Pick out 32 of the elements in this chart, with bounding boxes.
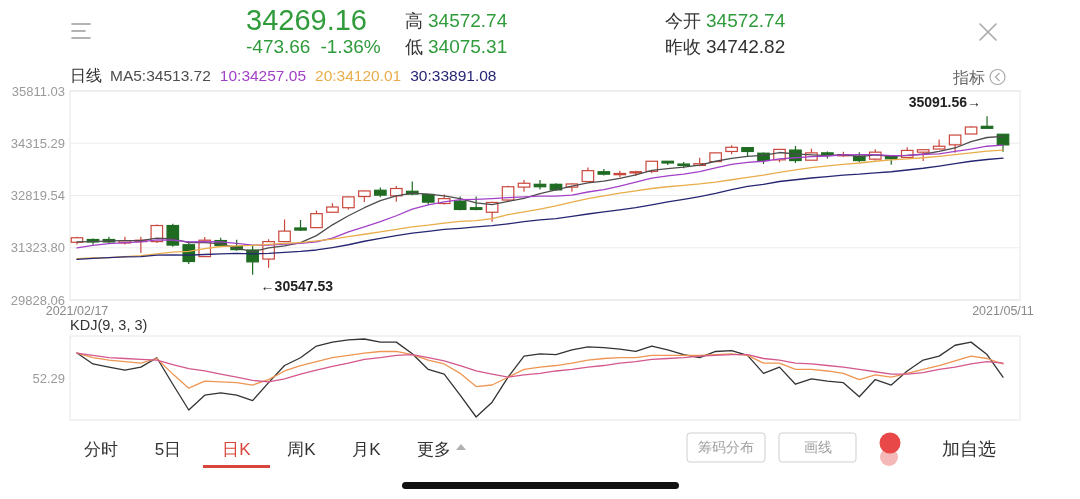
legend: 日线 MA5:34513.72 10:34257.05 20:34120.01 30:33891.08 bbox=[70, 67, 497, 84]
text: -473.66 bbox=[246, 36, 311, 57]
y-tick-label: 32819.54 bbox=[10, 188, 65, 203]
y-tick-label: 34315.29 bbox=[10, 135, 65, 151]
text: 月K bbox=[352, 440, 382, 459]
text: 昨收 bbox=[665, 37, 701, 57]
text: 指标 bbox=[952, 69, 985, 86]
text: 低 bbox=[405, 37, 423, 57]
chart-title: KDJ(9, 3, 3) bbox=[70, 317, 148, 333]
text: 日K bbox=[222, 440, 252, 459]
text: -1.36% bbox=[320, 36, 381, 57]
text: 分时 bbox=[84, 440, 118, 459]
y-tick-label: 31323.80 bbox=[10, 240, 65, 256]
text: 5日 bbox=[154, 440, 182, 459]
text: 34269.16 bbox=[246, 4, 367, 36]
text: 筹码分布 bbox=[698, 439, 754, 455]
text: 周K bbox=[287, 440, 317, 459]
text: 今开 bbox=[665, 11, 701, 31]
text: 34742.82 bbox=[706, 36, 786, 57]
annotation: 35091.56→ bbox=[908, 94, 982, 111]
text: 34572.74 bbox=[706, 10, 786, 31]
text: 34075.31 bbox=[428, 36, 508, 57]
text: 高 bbox=[405, 11, 423, 31]
y-tick-label: 35811.03 bbox=[11, 83, 65, 99]
x-tick-label: 2021/02/17 bbox=[45, 304, 109, 318]
annotation: ←30547.53 bbox=[260, 277, 334, 294]
text: 52.29 bbox=[32, 370, 65, 386]
x-tick-label: 2021/05/11 bbox=[972, 304, 1034, 318]
text: 更多 bbox=[417, 440, 451, 459]
text: 画线 bbox=[803, 439, 832, 455]
text: 34572.74 bbox=[428, 10, 508, 31]
text: 加自选 bbox=[941, 439, 996, 459]
